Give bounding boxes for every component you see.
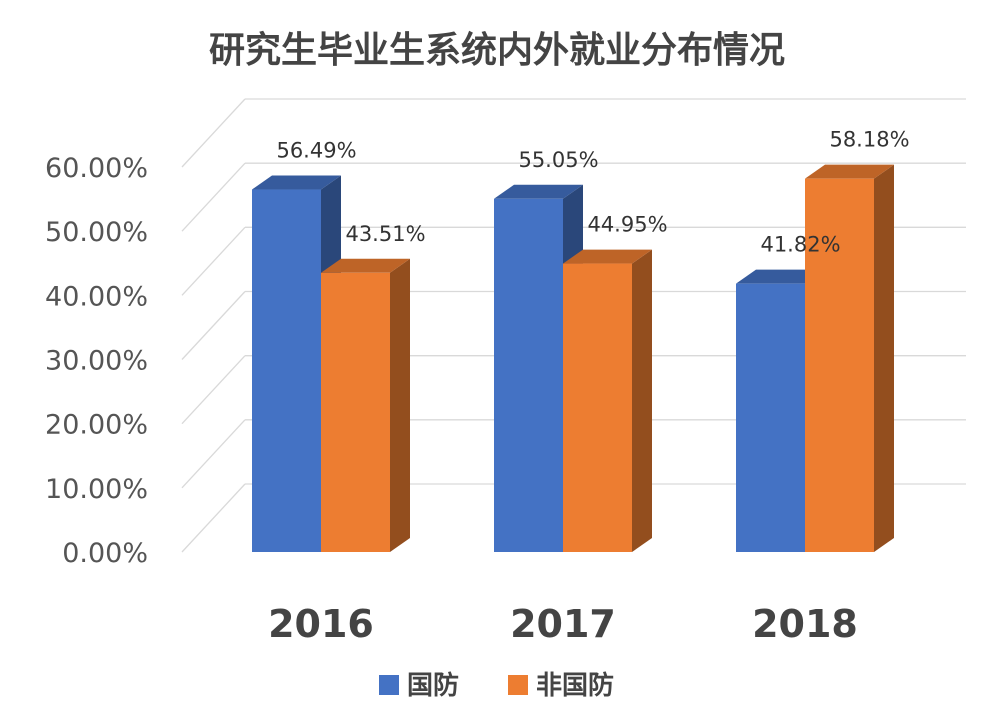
legend-label: 非国防 (536, 671, 614, 701)
bar-side (874, 164, 894, 552)
y-tick-label: 0.00% (62, 538, 148, 569)
legend-swatch (379, 675, 399, 695)
bar-top (805, 164, 894, 179)
legend-item: 非国防 (508, 671, 614, 701)
bar-top (321, 258, 410, 273)
y-axis-ticks: 0.00% 10.00% 20.00% 30.00% 40.00% 50.00% 60.00… (45, 153, 148, 569)
bars (252, 164, 894, 552)
data-label: 43.51% (345, 222, 425, 246)
bar-feiguofang-2018 (805, 164, 894, 552)
data-label: 58.18% (829, 128, 909, 152)
gridline-diagonal (181, 226, 246, 296)
bar-top (494, 184, 583, 199)
y-tick-label: 20.00% (45, 410, 148, 441)
gridline-diagonal (181, 355, 246, 425)
legend-item: 国防 (379, 671, 459, 701)
x-axis-ticks: 2016 2017 2018 (268, 602, 858, 646)
gridline-diagonal (181, 98, 246, 168)
bar-side (632, 249, 652, 552)
data-label: 44.95% (587, 213, 667, 237)
x-tick-label: 2016 (268, 602, 374, 646)
bar-feiguofang-2016 (321, 258, 410, 552)
legend-label: 国防 (407, 671, 459, 701)
data-labels: 56.49% 43.51% 55.05% 44.95% 41.82% 58.18% (276, 128, 909, 257)
bar-front (563, 263, 632, 552)
chart-title: 研究生毕业生系统内外就业分布情况 (209, 30, 785, 71)
bar-front (494, 198, 563, 552)
gridline-diagonal (181, 419, 246, 489)
bar-side (390, 258, 410, 552)
bar-front (321, 272, 390, 552)
legend: 国防 非国防 (379, 671, 614, 701)
bar-front (736, 283, 805, 552)
bar-top (736, 269, 825, 284)
bar-front (252, 189, 321, 552)
bar-top (252, 175, 341, 190)
y-tick-label: 10.00% (45, 474, 148, 505)
bar-feiguofang-2017 (563, 249, 652, 552)
data-label: 56.49% (276, 139, 356, 163)
y-tick-label: 60.00% (45, 153, 148, 184)
legend-swatch (508, 675, 528, 695)
data-label: 55.05% (518, 148, 598, 172)
y-tick-label: 40.00% (45, 281, 148, 312)
x-tick-label: 2018 (752, 602, 858, 646)
bar-front (805, 178, 874, 552)
gridline-diagonal (181, 483, 246, 553)
y-tick-label: 30.00% (45, 346, 148, 377)
bar-top (563, 249, 652, 264)
x-tick-label: 2017 (510, 602, 616, 646)
gridline-diagonal (181, 162, 246, 232)
y-tick-label: 50.00% (45, 217, 148, 248)
gridline-diagonal (181, 291, 246, 360)
data-label: 41.82% (760, 233, 840, 257)
